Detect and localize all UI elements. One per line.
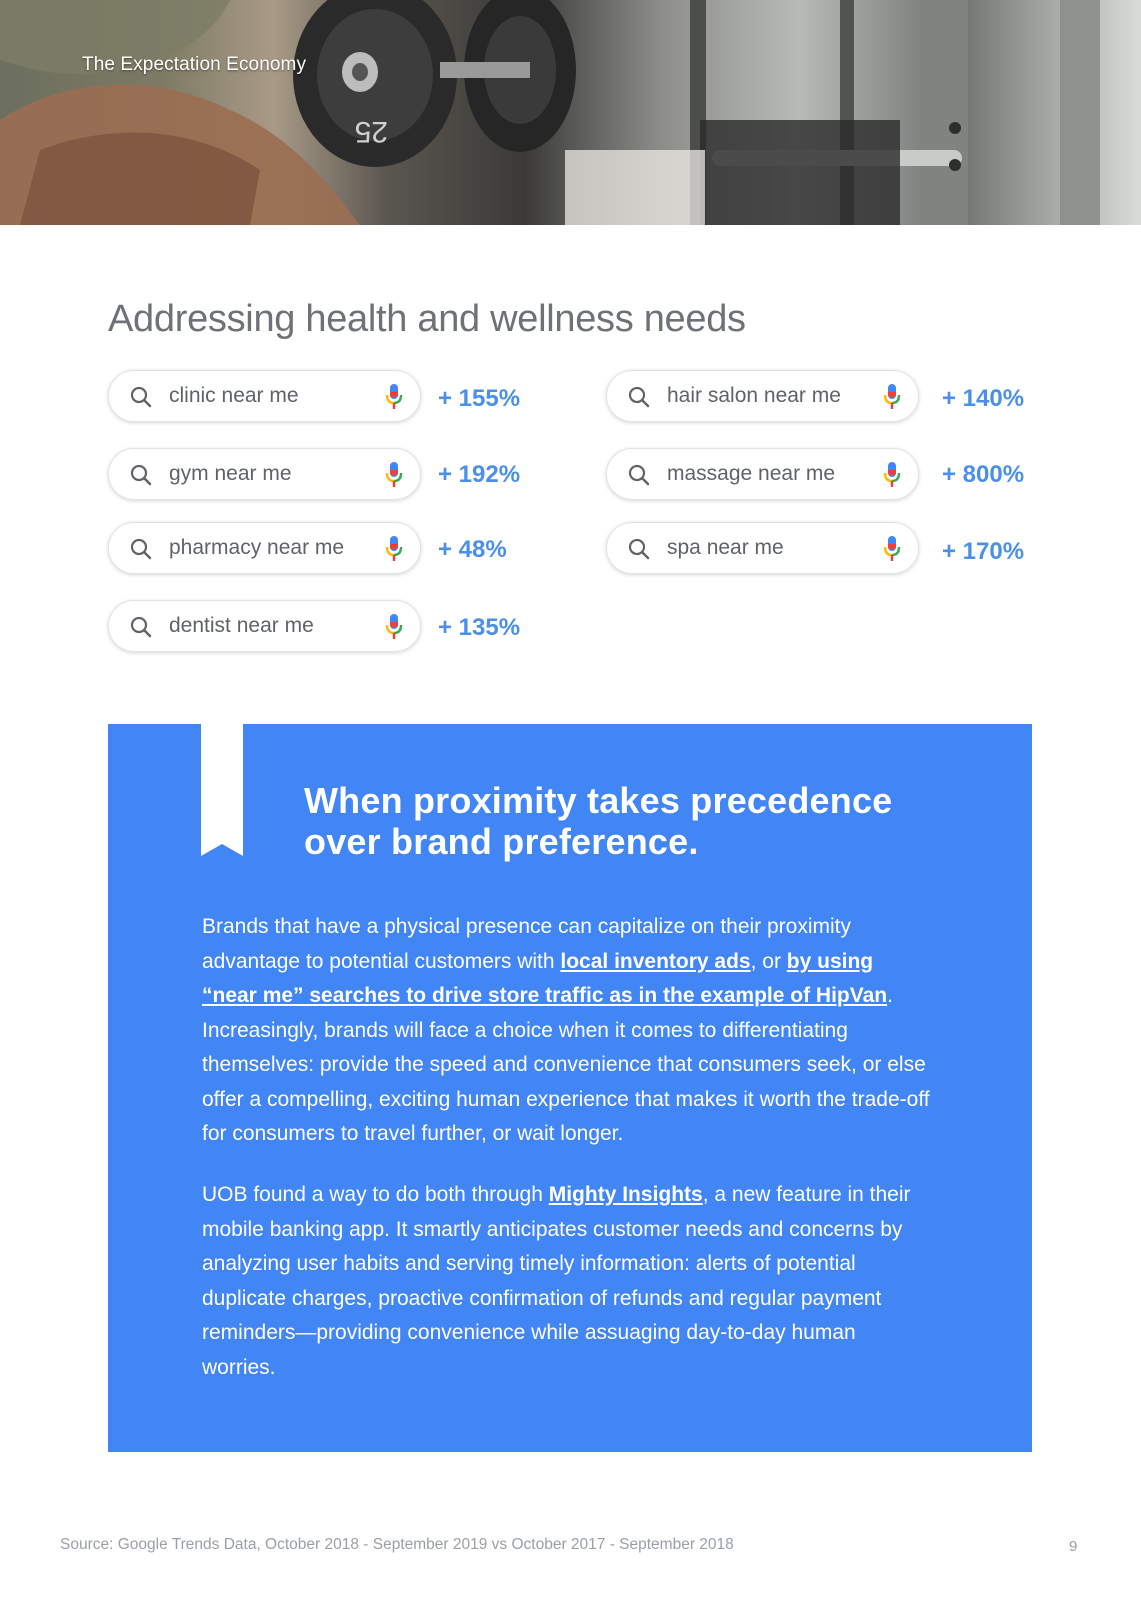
mighty-insights-link[interactable]: Mighty Insights: [548, 1183, 703, 1206]
source-note: Source: Google Trends Data, October 2018…: [60, 1536, 734, 1553]
microphone-icon: [883, 462, 901, 487]
microphone-icon: [883, 384, 901, 409]
search-query: spa near me: [667, 536, 784, 559]
microphone-icon: [385, 614, 403, 639]
search-icon: [628, 538, 650, 560]
search-icon: [130, 538, 152, 560]
search-percent-change: + 135%: [438, 614, 521, 641]
search-pill: gym near me: [108, 448, 421, 500]
search-pill: spa near me: [606, 522, 919, 574]
hero-photo: 25 The Expectation Economy: [0, 0, 1141, 225]
document-running-title: The Expectation Economy: [82, 54, 307, 75]
microphone-icon: [385, 462, 403, 487]
search-icon: [130, 616, 152, 638]
search-query: massage near me: [667, 462, 836, 485]
hero-photo-illustration: 25: [0, 0, 1100, 225]
search-pill: pharmacy near me: [108, 522, 421, 574]
paragraph-text: , or: [750, 949, 787, 973]
local-inventory-ads-link[interactable]: local inventory ads: [560, 949, 751, 973]
search-icon: [130, 386, 152, 408]
search-query: gym near me: [169, 462, 292, 485]
search-icon: [628, 386, 650, 408]
search-percent-change: + 155%: [438, 385, 521, 412]
callout-heading: When proximity takes precedence over bra…: [304, 780, 893, 862]
search-query: clinic near me: [169, 384, 299, 407]
search-pill: clinic near me: [108, 370, 421, 422]
callout-box: When proximity takes precedence over bra…: [108, 724, 1032, 1452]
search-percent-change: + 48%: [438, 536, 507, 563]
search-pill: dentist near me: [108, 600, 421, 652]
search-icon: [628, 464, 650, 486]
search-query: dentist near me: [169, 614, 314, 637]
search-query: hair salon near me: [667, 384, 841, 407]
paragraph-text: . Increasingly, brands will face a choic…: [202, 984, 930, 1145]
search-pill: massage near me: [606, 448, 919, 500]
microphone-icon: [883, 536, 901, 561]
microphone-icon: [385, 384, 403, 409]
page-number: 9: [1069, 1538, 1078, 1555]
paragraph-text: UOB found a way to do both through: [202, 1183, 549, 1206]
search-percent-change: + 800%: [942, 461, 1025, 488]
search-icon: [130, 464, 152, 486]
callout-paragraph: Brands that have a physical presence can…: [202, 910, 932, 1152]
search-percent-change: + 140%: [942, 385, 1025, 412]
section-title: Addressing health and wellness needs: [108, 298, 746, 340]
paragraph-text: Brands that have a physical presence can…: [202, 915, 852, 973]
microphone-icon: [385, 536, 403, 561]
search-percent-change: + 192%: [438, 461, 521, 488]
callout-paragraph: UOB found a way to do both through Might…: [202, 1178, 932, 1385]
search-pill: hair salon near me: [606, 370, 919, 422]
dumbbell-weight-label: 25: [355, 115, 388, 148]
bookmark-ribbon-icon: [201, 724, 243, 856]
hipvan-example-link[interactable]: by using “near me” searches to drive sto…: [202, 949, 888, 1008]
search-percent-change: + 170%: [942, 538, 1025, 565]
paragraph-text: , a new feature in their mobile banking …: [202, 1183, 911, 1379]
search-query: pharmacy near me: [169, 536, 345, 559]
